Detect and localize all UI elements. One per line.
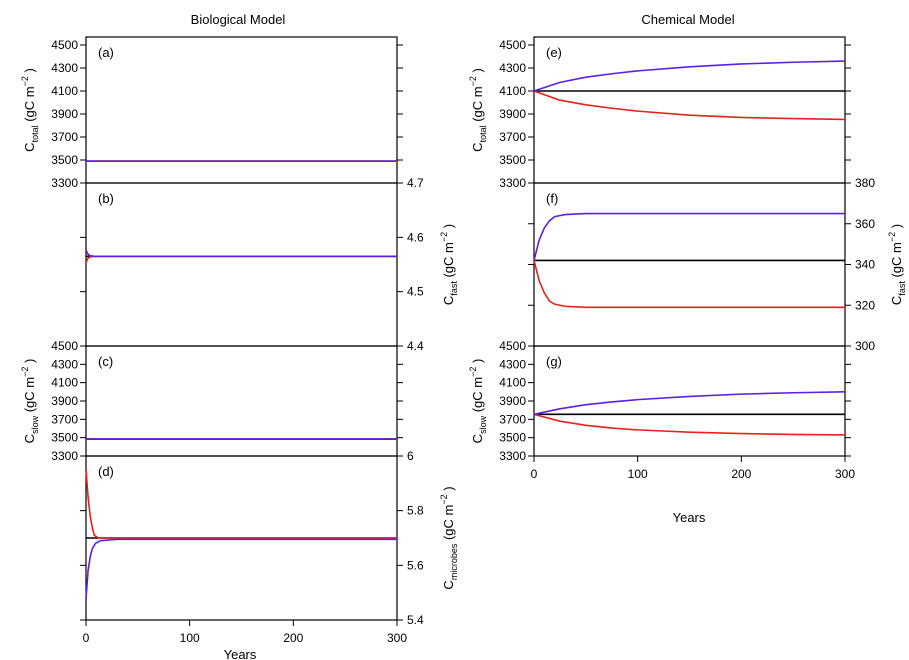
x-tick-label: 200 (731, 467, 751, 481)
y-tick-label: 3900 (51, 394, 78, 408)
y-axis-label: Cmicrobes (gC m−2 ) (439, 486, 459, 589)
y-tick-label: 3900 (499, 107, 526, 121)
y-tick-label: 4500 (51, 38, 78, 52)
panel-label: (d) (98, 464, 114, 479)
y-tick-label: 4.7 (407, 176, 424, 190)
panel-g: 3300 3500 3700 3900 4100 4300 4500 0 100 200 300 (g… (468, 339, 855, 481)
plot-frame (533, 36, 846, 184)
series-line-2 (533, 60, 846, 92)
y-tick-label: 340 (855, 258, 875, 272)
y-tick-label: 4300 (51, 357, 78, 371)
panel-b: 4.4 4.5 4.6 4.7 (b) Cfast (gC m−2 ) (80, 176, 459, 353)
panels: 3300 3500 3700 3900 4100 4300 4500 (a) Ctotal (g… (20, 36, 907, 645)
y-tick-label: 4100 (51, 376, 78, 390)
y-tick-label: 4100 (51, 84, 78, 98)
y-tick-label: 3300 (499, 449, 526, 463)
y-axis-label: Ctotal (gC m−2 ) (20, 68, 40, 152)
y-tick-label: 4500 (499, 339, 526, 353)
panel-label: (g) (546, 354, 562, 369)
series-line-2 (85, 249, 397, 258)
panel-f: 300 320 340 360 380 (f) Cfast (gC m−2 ) (528, 176, 907, 353)
x-tick-label: 0 (531, 467, 538, 481)
y-tick-label: 4300 (499, 357, 526, 371)
y-tick-label: 4300 (499, 61, 526, 75)
panel-label: (b) (98, 191, 114, 206)
panel-label: (e) (546, 45, 562, 60)
y-tick-label: 5.4 (407, 613, 424, 627)
y-tick-label: 4500 (499, 38, 526, 52)
y-tick-label: 3700 (51, 130, 78, 144)
y-tick-label: 3300 (51, 176, 78, 190)
series-line-2 (533, 391, 846, 416)
series-line-2 (533, 212, 845, 261)
y-tick-label: 4.4 (407, 339, 424, 353)
series-line-1 (85, 469, 397, 539)
y-tick-label: 3300 (51, 449, 78, 463)
series-line-1 (533, 413, 846, 436)
y-tick-label: 3700 (499, 412, 526, 426)
x-axis-label-chemical: Years (673, 510, 706, 525)
plot-frame (533, 182, 846, 347)
y-tick-label: 3700 (499, 130, 526, 144)
y-tick-label: 4500 (51, 339, 78, 353)
panel-label: (a) (98, 45, 114, 60)
y-tick-label: 4100 (499, 376, 526, 390)
y-tick-label: 3500 (499, 431, 526, 445)
y-tick-label: 5.8 (407, 504, 424, 518)
y-tick-label: 320 (855, 298, 875, 312)
series-line-2 (85, 538, 397, 599)
svg-text:Chemical Model: Chemical Model (641, 12, 734, 27)
y-tick-label: 3900 (51, 107, 78, 121)
y-tick-label: 380 (855, 176, 875, 190)
panel-a: 3300 3500 3700 3900 4100 4300 4500 (a) Ctotal (g… (20, 36, 403, 190)
y-tick-label: 3500 (499, 153, 526, 167)
y-tick-label: 5.6 (407, 558, 424, 572)
y-tick-label: 3900 (499, 394, 526, 408)
title-biological-model: Biological Model (191, 12, 286, 27)
svg-text:Biological Model: Biological Model (191, 12, 286, 27)
panel-label: (c) (98, 354, 113, 369)
panel-d: 5.4 5.6 5.8 6 0 100 200 300 (d) Cmicrobes (gC m−2… (80, 449, 459, 645)
y-tick-label: 4100 (499, 84, 526, 98)
y-tick-label: 3500 (51, 431, 78, 445)
x-tick-label: 0 (83, 631, 90, 645)
x-tick-label: 300 (387, 631, 407, 645)
plot-frame (533, 345, 846, 457)
panel-label: (f) (546, 191, 558, 206)
x-tick-label: 200 (283, 631, 303, 645)
y-tick-label: 4.6 (407, 230, 424, 244)
y-tick-label: 360 (855, 217, 875, 231)
series-line-1 (533, 260, 845, 309)
y-tick-label: 300 (855, 339, 875, 353)
y-tick-label: 4300 (51, 61, 78, 75)
y-axis-label: Ctotal (gC m−2 ) (468, 68, 488, 152)
series-line-1 (533, 90, 846, 121)
y-tick-label: 6 (407, 449, 414, 463)
y-axis-label: Cslow (gC m−2 ) (468, 359, 488, 444)
x-tick-label: 100 (628, 467, 648, 481)
panel-e: 3300 3500 3700 3900 4100 4300 4500 (e) Ctotal (g… (468, 36, 851, 190)
panel-c: 3300 3500 3700 3900 4100 4300 4500 (c) Cslow (gC… (20, 339, 403, 463)
x-axis-label-biological: Years (224, 647, 257, 660)
x-tick-label: 300 (835, 467, 855, 481)
y-tick-label: 3500 (51, 153, 78, 167)
title-chemical-model: Chemical Model (641, 12, 734, 27)
y-axis-label: Cslow (gC m−2 ) (20, 359, 40, 444)
y-tick-label: 3700 (51, 412, 78, 426)
y-tick-label: 3300 (499, 176, 526, 190)
y-tick-label: 4.5 (407, 285, 424, 299)
plot-frame (85, 182, 398, 347)
series-line-1 (85, 255, 397, 264)
x-tick-label: 100 (180, 631, 200, 645)
y-axis-label: Cfast (gC m−2 ) (439, 224, 459, 305)
y-axis-label: Cfast (gC m−2 ) (887, 224, 907, 305)
